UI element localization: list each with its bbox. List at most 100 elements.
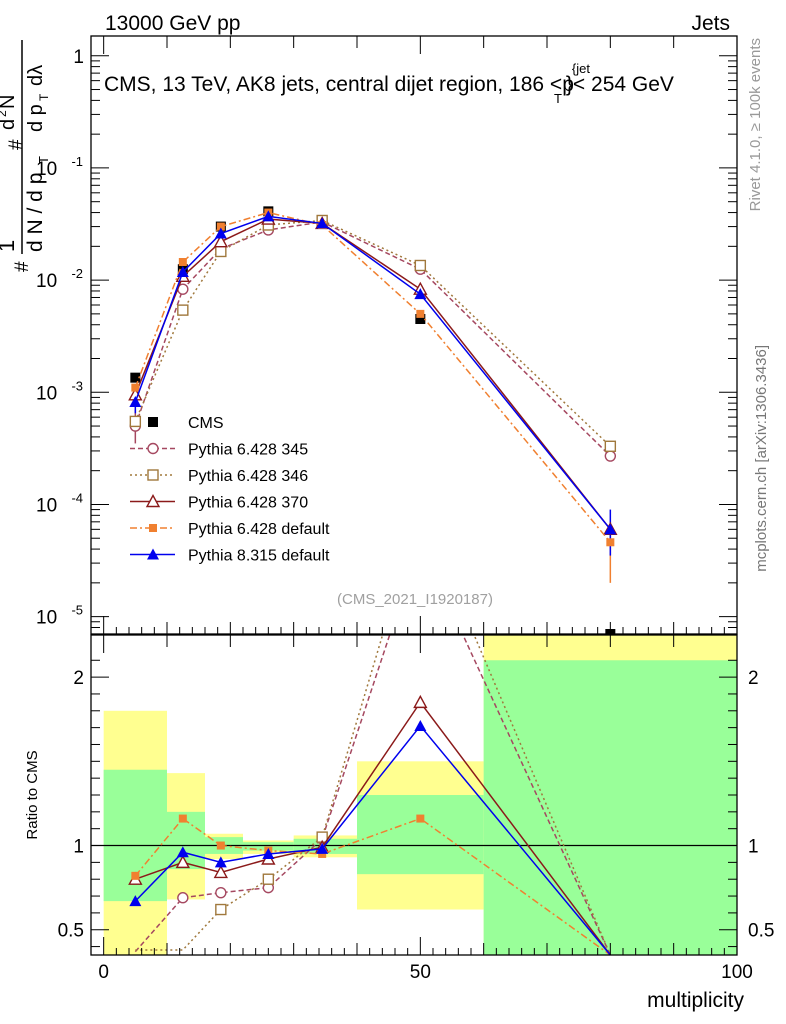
svg-text:1: 1 [0,240,19,252]
data-point [176,266,189,278]
data-point [129,395,142,407]
ratio-y-tick-label-right: 0.5 [748,921,774,942]
svg-text:#: # [12,261,33,272]
svg-text:10: 10 [36,271,57,292]
ratio-point [215,886,227,899]
legend-marker [148,417,158,427]
main-frame [90,35,738,635]
legend-label: Pythia 6.428 346 [188,468,308,485]
ratio-point [416,814,425,823]
ratio-point [318,849,327,858]
y-tick-label: 10 -4 [36,490,83,516]
svg-text:-2: -2 [71,266,83,281]
data-point [604,450,617,462]
ratio-point [175,854,191,869]
y-tick-label: 1 [73,47,84,68]
ratio-series-pythia-8-315-default [129,719,611,955]
ratio-point [414,719,427,731]
svg-text:d p: d p [25,104,47,132]
ratio-band-green [357,795,484,875]
data-point [213,234,229,248]
y-tick-label: 10 -1 [36,154,83,180]
legend-item: Pythia 6.428 346 [130,468,308,485]
ratio-point [129,895,142,907]
y-tick-label: 10 -3 [36,378,83,404]
legend-label: Pythia 8.315 default [188,548,330,565]
legend-label: Pythia 6.428 345 [188,442,308,459]
svg-text:#: # [6,139,27,150]
legend-item: Pythia 8.315 default [130,548,330,565]
svg-text:-5: -5 [71,603,83,618]
ratio-y-tick-label-right: 2 [748,668,759,689]
ratio-point [177,892,189,904]
data-point [604,523,617,535]
ratio-y-tick-label: 2 [73,668,84,689]
svg-text:T: T [36,156,51,164]
ratio-y-tick-label-right: 1 [748,837,759,858]
series-pythia-6-428-370 [128,211,618,536]
ratio-point [214,856,227,868]
legend-marker [147,548,159,560]
legend-label: CMS [188,415,224,432]
data-point [415,314,426,325]
rivet-caption: Rivet 4.1.0, ≥ 100k events [747,38,764,211]
data-point [604,440,617,452]
ratio-y-axis-label: Ratio to CMS [24,750,41,839]
svg-text:-1: -1 [71,154,83,169]
ratio-point [176,846,189,858]
svg-text:d N / d p: d N / d p [24,173,47,252]
legend-marker [147,469,159,481]
legend-label: Pythia 6.428 370 [188,495,308,512]
data-point [416,309,425,318]
ratio-band-green [243,842,294,851]
data-point [414,288,427,300]
data-point [216,222,225,231]
svg-text:-3: -3 [71,378,83,393]
ratio-point [262,847,275,859]
analysis-id: (CMS_2021_I1920187) [337,591,493,608]
header-jets: Jets [691,12,730,35]
svg-text:dλ: dλ [25,65,47,86]
ratio-point [262,873,275,885]
plot-title: CMS, 13 TeV, AK8 jets, central dijet reg… [104,61,674,106]
ratio-point [316,842,329,854]
ratio-point [413,694,428,709]
ratio-band-green [483,660,737,955]
svg-text:10: 10 [36,383,57,404]
svg-text:10: 10 [36,495,57,516]
data-point [414,259,427,272]
x-tick-label: 50 [410,962,431,983]
data-point [178,258,187,266]
ratio-point [216,841,225,850]
y-tick-label: 10 -5 [36,603,83,629]
data-point [316,217,329,229]
legend-marker [147,442,159,455]
data-point [606,538,615,547]
svg-text:-4: -4 [71,490,83,505]
ratio-y-tick-label: 1 [73,837,84,858]
legend-item: Pythia 6.428 370 [130,494,308,512]
data-point [177,304,189,316]
series-line [134,211,611,543]
header-energy: 13000 GeV pp [105,12,240,35]
x-tick-label: 100 [721,962,753,983]
svg-text:10: 10 [36,608,57,629]
data-point [131,383,140,392]
svg-text:CMS, 13 TeV, AK8 jets, central: CMS, 13 TeV, AK8 jets, central dijet reg… [104,61,674,106]
legend-marker [145,494,161,508]
legend-item: CMS [148,415,224,432]
x-axis-label: multiplicity [647,989,744,1012]
ratio-point [215,903,227,916]
mcplots-caption: mcplots.cern.ch [arXiv:1306.3436] [753,345,770,572]
svg-text:1: 1 [73,47,84,68]
y-tick-label: 10 -2 [36,266,83,292]
legend-item: Pythia 6.428 345 [130,442,308,459]
ratio-point [178,814,187,823]
data-point [130,372,141,383]
data-point [129,415,142,428]
legend-label: Pythia 6.428 default [188,521,330,538]
ratio-point [213,865,229,879]
data-point [214,227,227,239]
main-y-axis-label: # 1 d N / d p T # d 2 N d p T dλ [0,40,51,272]
ratio-point [131,871,140,880]
